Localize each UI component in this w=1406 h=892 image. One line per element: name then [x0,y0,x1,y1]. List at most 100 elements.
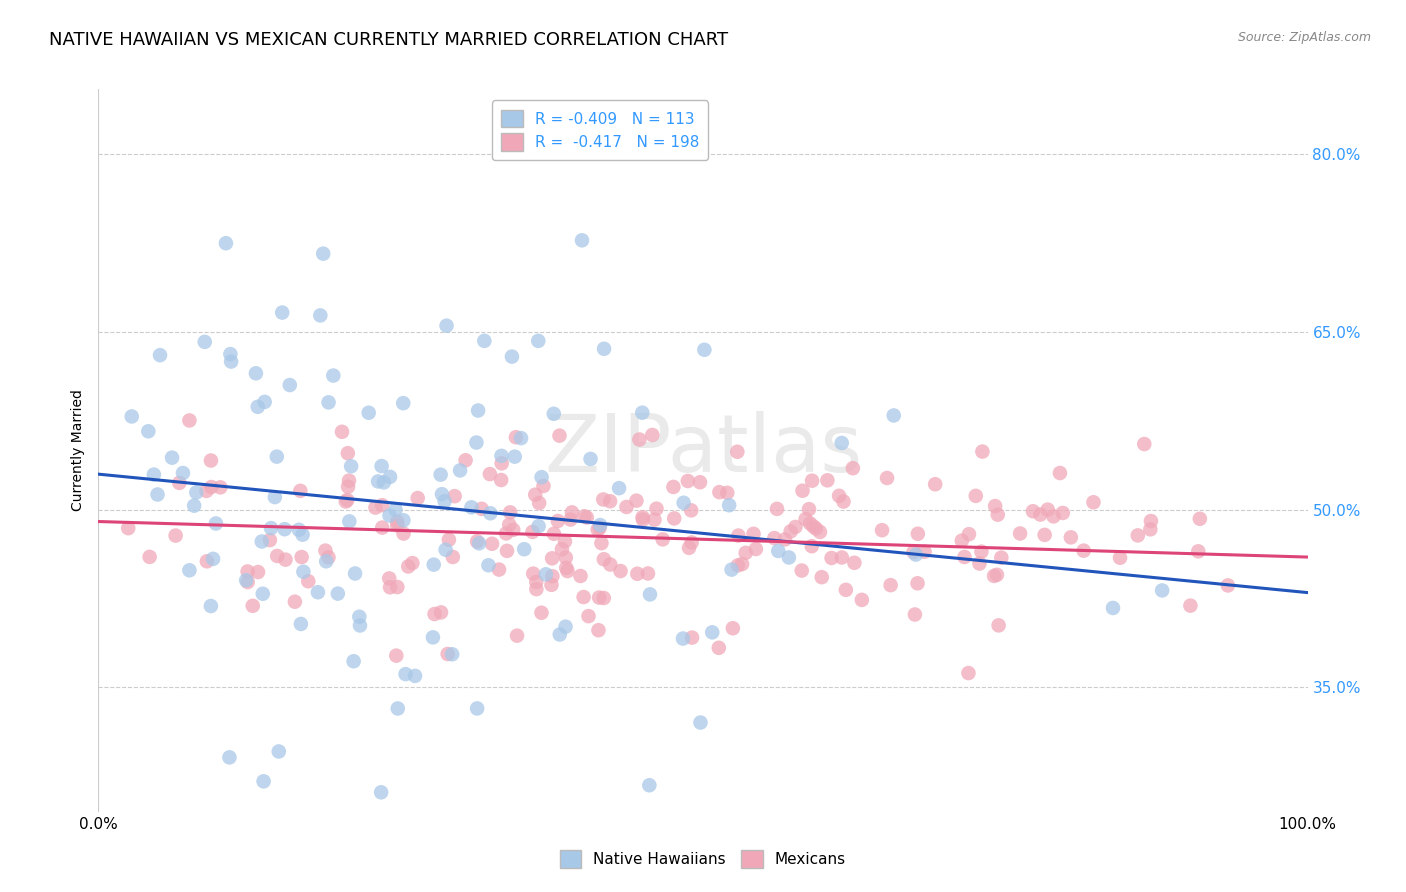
Native Hawaiians [288,523,311,537]
Mexicans [727,558,749,573]
Mexicans [274,552,297,566]
Native Hawaiians [312,246,335,260]
Mexicans [628,433,651,447]
Mexicans [1180,599,1202,613]
Mexicans [1139,522,1161,536]
Native Hawaiians [631,406,654,420]
Mexicans [599,558,621,572]
Mexicans [957,527,980,541]
Native Hawaiians [246,400,269,414]
Native Hawaiians [149,348,172,362]
Mexicans [721,621,744,635]
Native Hawaiians [273,522,295,536]
Native Hawaiians [121,409,143,424]
Native Hawaiians [1152,583,1174,598]
Native Hawaiians [252,587,274,601]
Native Hawaiians [367,475,389,489]
Mexicans [498,517,520,532]
Native Hawaiians [422,558,444,572]
Legend: Native Hawaiians, Mexicans: Native Hawaiians, Mexicans [554,844,852,873]
Mexicans [489,473,512,487]
Mexicans [681,535,703,549]
Mexicans [831,550,853,565]
Mexicans [423,607,446,621]
Mexicans [179,413,201,427]
Mexicans [540,578,562,592]
Mexicans [766,501,789,516]
Mexicans [803,519,825,533]
Mexicans [799,516,821,531]
Mexicans [716,485,738,500]
Mexicans [337,480,360,494]
Mexicans [763,531,786,545]
Mexicans [870,523,893,537]
Mexicans [1029,508,1052,522]
Native Hawaiians [479,506,502,520]
Mexicans [745,541,768,556]
Mexicans [387,580,409,594]
Mexicans [481,537,503,551]
Native Hawaiians [392,396,415,410]
Text: NATIVE HAWAIIAN VS MEXICAN CURRENTLY MARRIED CORRELATION CHART: NATIVE HAWAIIAN VS MEXICAN CURRENTLY MAR… [49,31,728,49]
Mexicans [953,549,976,564]
Native Hawaiians [263,490,285,504]
Native Hawaiians [501,350,523,364]
Native Hawaiians [146,487,169,501]
Mexicans [1052,506,1074,520]
Native Hawaiians [702,625,724,640]
Mexicans [314,543,336,558]
Mexicans [575,510,598,524]
Mexicans [437,533,460,547]
Native Hawaiians [378,470,401,484]
Mexicans [491,456,513,470]
Mexicans [844,556,866,570]
Mexicans [290,483,312,498]
Mexicans [725,444,748,458]
Mexicans [371,498,394,512]
Mexicans [987,618,1010,632]
Mexicans [548,428,571,442]
Native Hawaiians [468,536,491,550]
Native Hawaiians [513,542,536,557]
Native Hawaiians [530,470,553,484]
Native Hawaiians [136,425,159,439]
Mexicans [879,578,901,592]
Native Hawaiians [503,450,526,464]
Mexicans [524,488,547,502]
Mexicans [810,570,832,584]
Mexicans [832,494,855,508]
Mexicans [236,574,259,589]
Mexicans [541,569,564,583]
Native Hawaiians [219,354,242,368]
Mexicans [527,496,550,510]
Native Hawaiians [370,459,392,474]
Native Hawaiians [260,521,283,535]
Native Hawaiians [218,750,240,764]
Mexicans [441,549,464,564]
Mexicans [651,533,673,547]
Mexicans [138,549,160,564]
Mexicans [266,549,288,563]
Mexicans [965,489,987,503]
Mexicans [631,510,654,524]
Mexicans [785,520,807,534]
Mexicans [291,549,314,564]
Mexicans [586,523,609,537]
Mexicans [835,582,858,597]
Mexicans [560,512,582,526]
Native Hawaiians [387,701,409,715]
Mexicans [592,552,614,566]
Mexicans [626,493,648,508]
Mexicans [385,515,408,529]
Mexicans [1133,437,1156,451]
Mexicans [259,533,281,547]
Native Hawaiians [194,334,217,349]
Native Hawaiians [357,406,380,420]
Mexicans [1187,544,1209,558]
Mexicans [1109,550,1132,565]
Mexicans [169,475,191,490]
Mexicans [557,564,579,578]
Native Hawaiians [831,436,853,450]
Native Hawaiians [253,395,276,409]
Native Hawaiians [202,552,225,566]
